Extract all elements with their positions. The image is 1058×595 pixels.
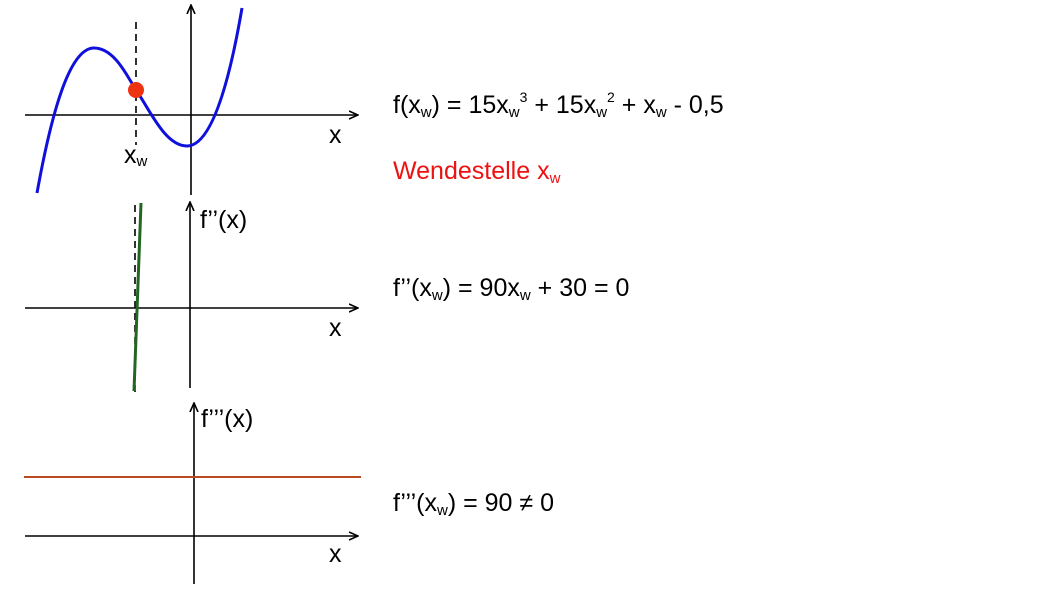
graph-f-x-label: x <box>329 121 342 149</box>
graph-f: x xw <box>25 6 357 195</box>
equation-f3: f’’’(xw) = 90 ≠ 0 <box>393 489 554 519</box>
graph-f3-x-label: x <box>329 540 342 568</box>
f2-line <box>132 202 143 392</box>
graph-f3-y-label: f’’’(x) <box>201 405 253 433</box>
wendestelle-label: Wendestelle xw <box>393 157 561 187</box>
graph-f3: x f’’’(x) <box>24 404 361 584</box>
equation-f: f(xw) = 15xw3 + 15xw2 + xw - 0,5 <box>393 89 724 121</box>
graph-f2-y-label: f’’(x) <box>200 206 247 234</box>
inflection-point <box>128 82 144 98</box>
marker-xw-label: xw <box>124 141 148 170</box>
equation-f2: f’’(xw) = 90xw + 30 = 0 <box>393 274 630 304</box>
graph-f2-x-label: x <box>329 314 342 342</box>
graph-f2: x f’’(x) <box>25 203 357 395</box>
